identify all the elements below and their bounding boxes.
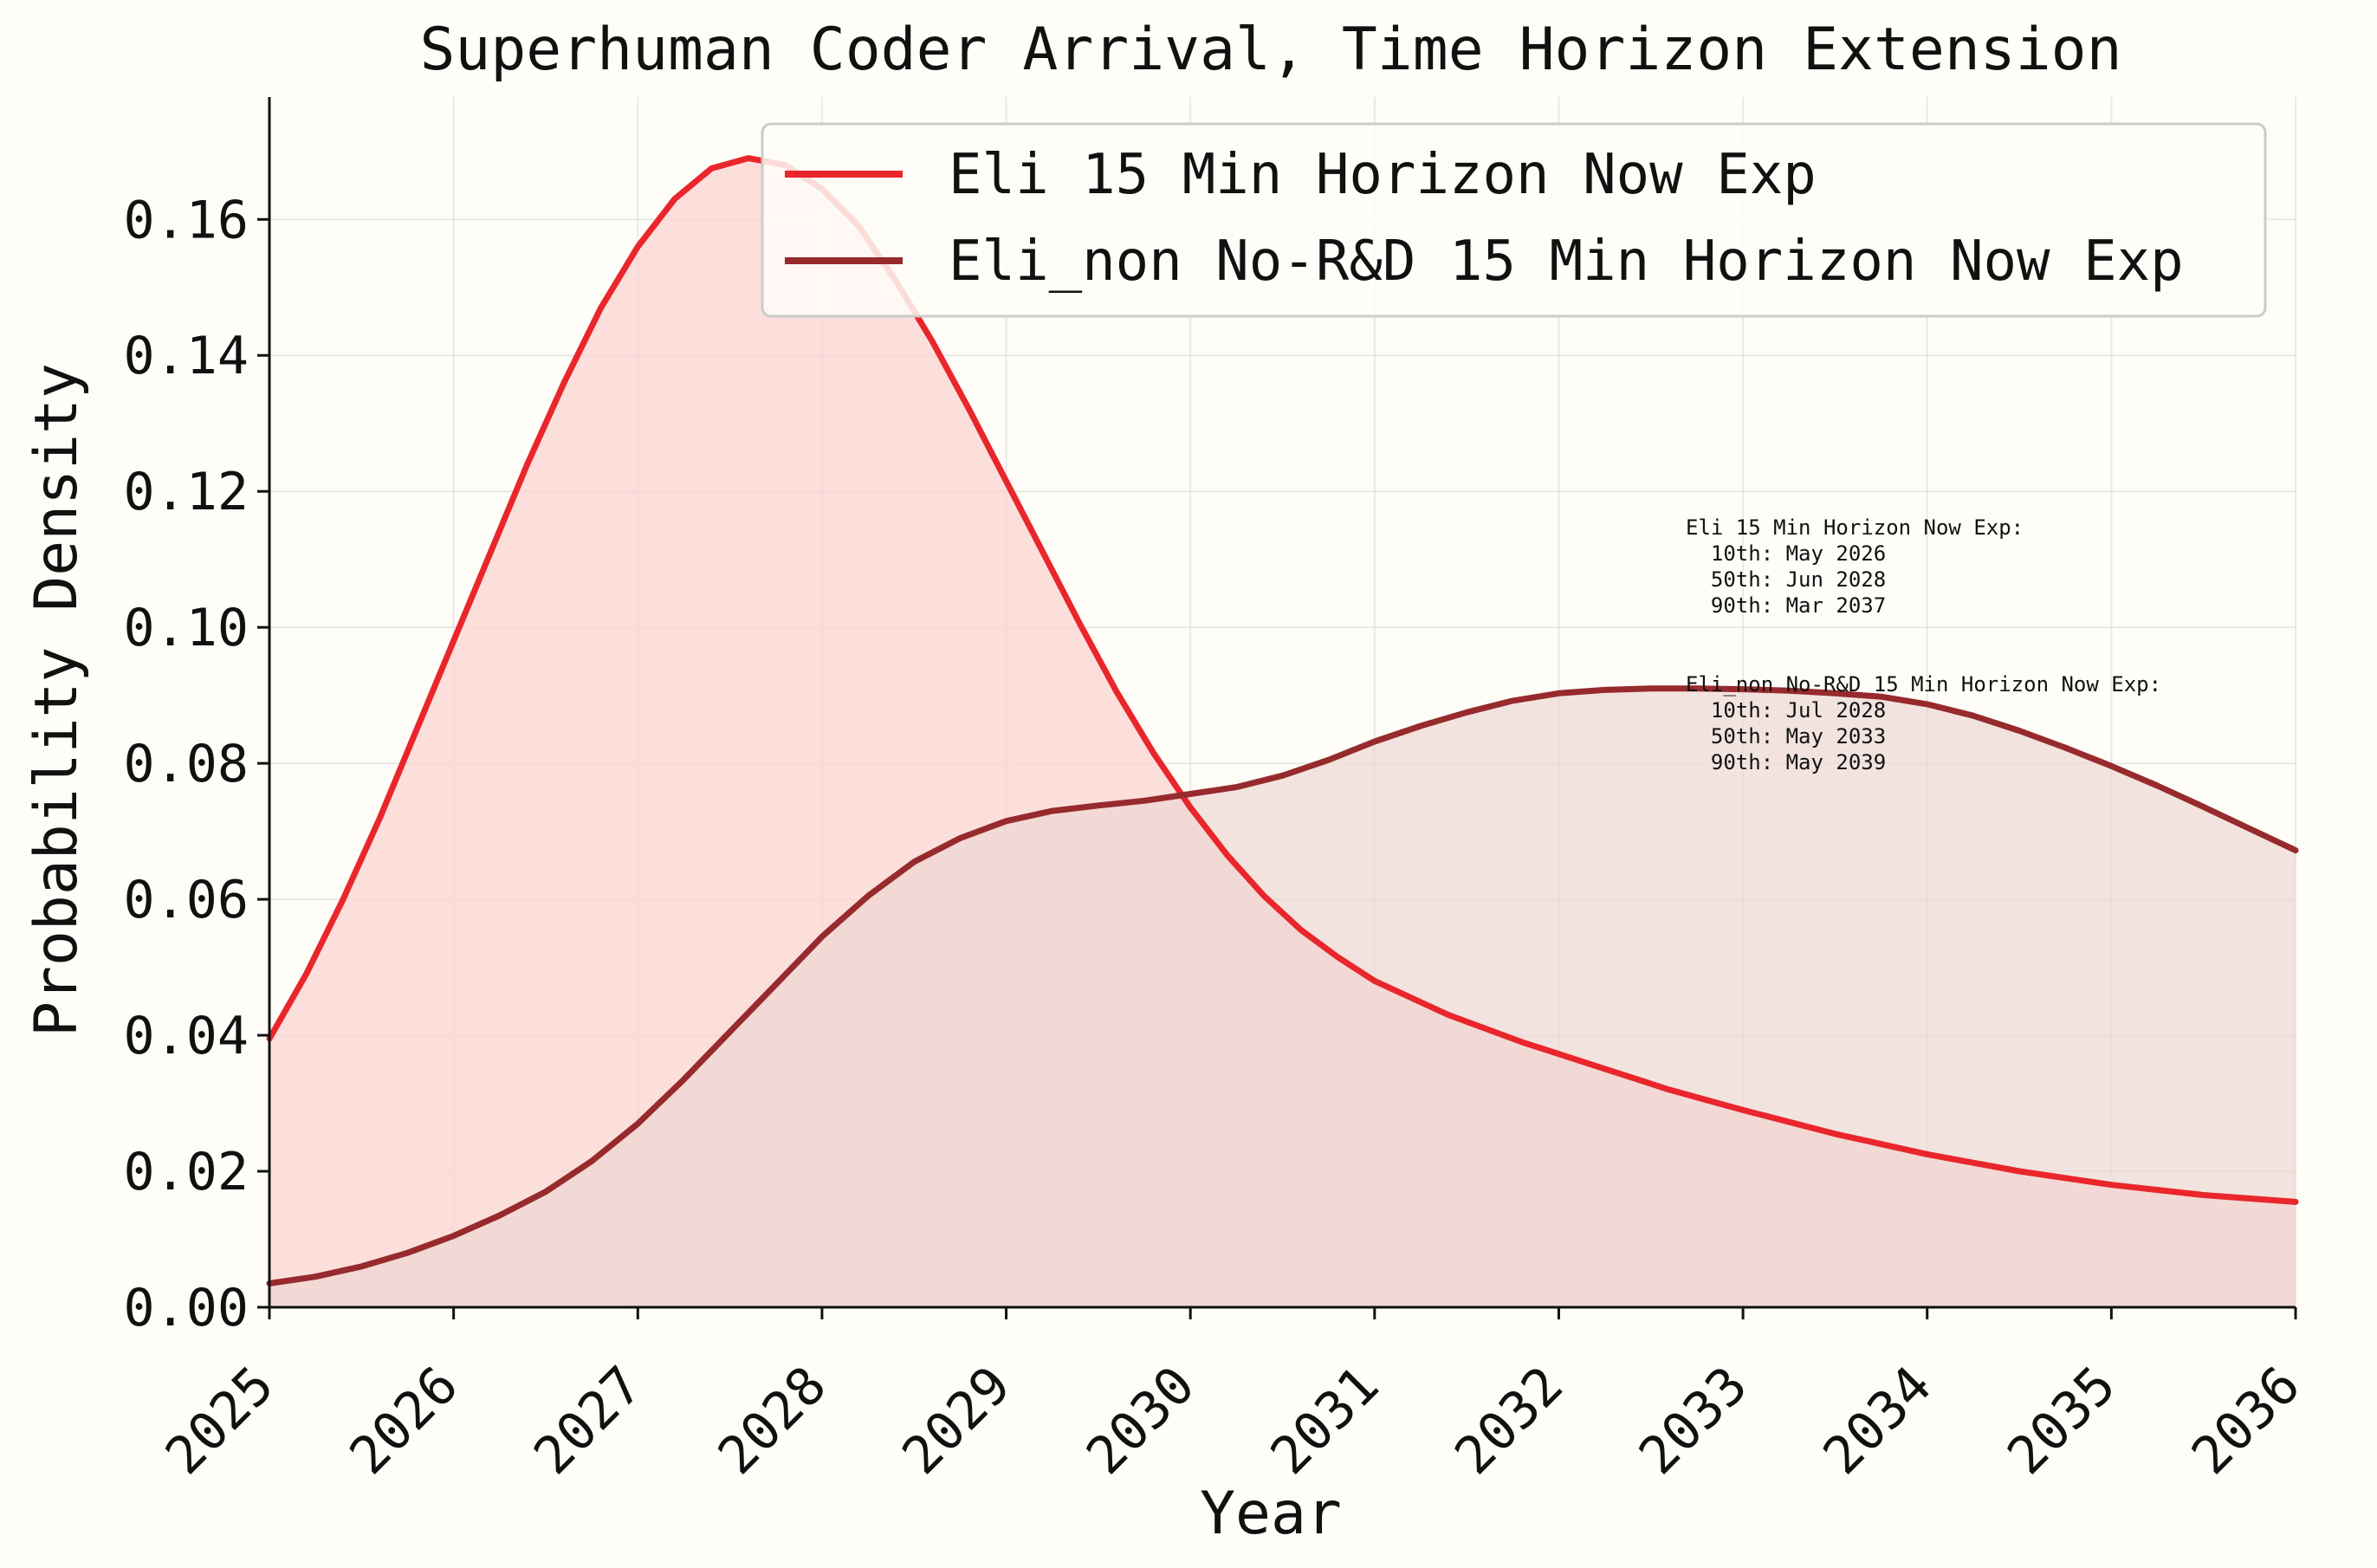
annotation-line: Eli 15 Min Horizon Now Exp: [1686, 515, 2024, 540]
y-tick-label: 0.14 [124, 326, 249, 386]
x-axis-label: Year [1200, 1480, 1342, 1548]
y-tick-label: 0.04 [124, 1006, 249, 1066]
legend-box [761, 122, 2267, 318]
series-line-2 [266, 685, 2299, 1286]
y-tick-label: 0.00 [124, 1278, 249, 1338]
annotation-line: Eli_non No-R&D 15 Min Horizon Now Exp: [1686, 672, 2161, 697]
axes [268, 97, 2296, 1309]
y-tick-label: 0.06 [124, 870, 249, 930]
series-lines [266, 155, 2299, 1286]
annotation-line: 10th: May 2026 [1686, 541, 1886, 566]
series-line-1 [266, 155, 2299, 1205]
annotation-line: 10th: Jul 2028 [1686, 698, 1886, 722]
legend-label-1: Eli 15 Min Horizon Now Exp [949, 143, 1817, 207]
y-tick-label: 0.08 [124, 734, 249, 794]
annotation-line: 90th: May 2039 [1686, 750, 1886, 774]
chart-title: Superhuman Coder Arrival, Time Horizon E… [419, 16, 2121, 84]
series-fills [269, 158, 2296, 1308]
y-tick-label: 0.10 [124, 598, 249, 658]
y-tick-label: 0.02 [124, 1142, 249, 1202]
legend: Eli 15 Min Horizon Now Exp Eli_non No-R&D… [761, 122, 2267, 318]
annotation-line: 50th: May 2033 [1686, 724, 1886, 748]
y-axis-label: Probability Density [23, 363, 91, 1037]
annotation-line: 90th: Mar 2037 [1686, 593, 1886, 618]
annotation-line: 50th: Jun 2028 [1686, 567, 1886, 592]
legend-label-2: Eli_non No-R&D 15 Min Horizon Now Exp [949, 230, 2184, 294]
annotations: Eli 15 Min Horizon Now Exp: 10th: May 20… [1686, 515, 2161, 774]
y-tick-label: 0.12 [124, 462, 249, 522]
series-fill-2 [269, 688, 2296, 1307]
y-tick-label: 0.16 [124, 190, 249, 250]
